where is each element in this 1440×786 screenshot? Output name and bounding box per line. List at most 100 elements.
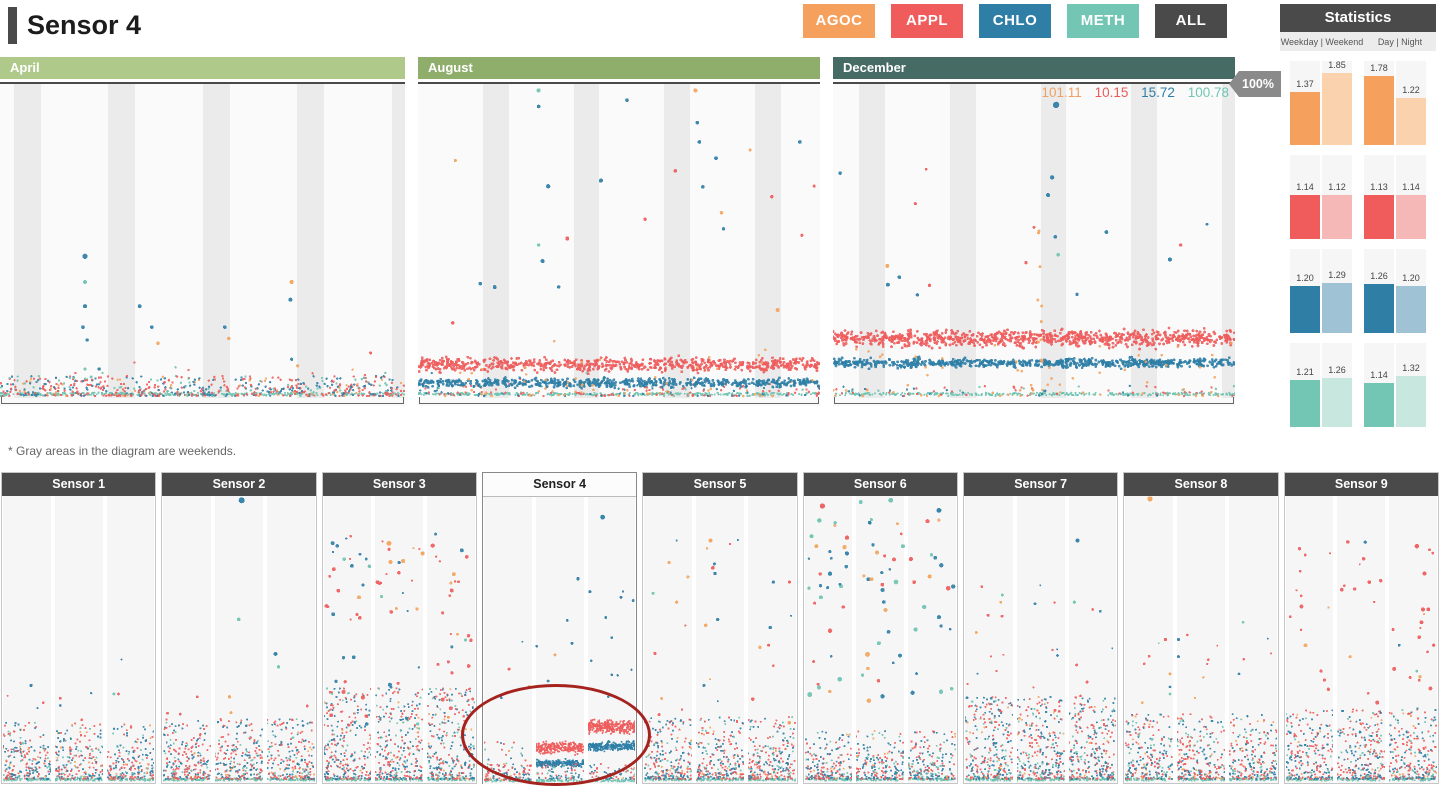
sensor-tab-8[interactable]: Sensor 8 (1124, 473, 1278, 496)
sensor-tab-6[interactable]: Sensor 6 (803, 473, 957, 496)
sensor-tab-2[interactable]: Sensor 2 (162, 473, 316, 496)
axis-line (418, 82, 820, 84)
stat-bar-track: 1.26 (1364, 249, 1394, 333)
stat-bar-track: 1.14 (1396, 155, 1426, 239)
statistics-group-labels: Weekday | Weekend Day | Night (1280, 32, 1436, 51)
sensor-panel-9[interactable]: Sensor 9 (1283, 472, 1439, 784)
stat-value: 1.78 (1370, 62, 1388, 73)
peak-value-chlo: 15.72 (1141, 85, 1175, 100)
stat-bar-track: 1.12 (1322, 155, 1352, 239)
filter-button-meth[interactable]: METH (1067, 4, 1139, 38)
filter-button-chlo[interactable]: CHLO (979, 4, 1051, 38)
sensor-panel-3[interactable]: Sensor 3 (321, 472, 477, 784)
mini-month-column (54, 496, 103, 783)
sensor-panel-8[interactable]: Sensor 8 (1123, 472, 1279, 784)
stat-value: 1.20 (1296, 273, 1314, 284)
mini-month-column (587, 497, 636, 784)
weekend-footnote: * Gray areas in the diagram are weekends… (8, 444, 237, 458)
sensor-panel-6[interactable]: Sensor 6 (802, 472, 958, 784)
sensor-tab-4[interactable]: Sensor 4 (482, 473, 637, 497)
stat-bar-track: 1.13 (1364, 155, 1394, 239)
sensor-panel-5[interactable]: Sensor 5 (642, 472, 798, 784)
mini-month-column (375, 496, 424, 783)
december-scatter-plot: 101.11 10.15 15.72 100.78 (833, 84, 1235, 406)
axis-line (0, 82, 405, 84)
page-title: Sensor 4 (27, 10, 142, 40)
statistics-rows: 1.37 1.85 1.78 1.22 1.14 1.12 1.13 1.14 1.20 1.29… (1280, 51, 1436, 427)
stat-value: 1.32 (1402, 362, 1420, 373)
sensor-panel-4[interactable]: Sensor 4 (481, 472, 638, 784)
stat-bar-track: 1.37 (1290, 61, 1320, 145)
sensor-panel-2[interactable]: Sensor 2 (161, 472, 317, 784)
filter-button-appl[interactable]: APPL (891, 4, 963, 38)
mini-month-column (106, 496, 155, 783)
month-panel-august: August (418, 57, 820, 406)
mini-month-column (696, 496, 744, 783)
stat-value: 1.21 (1296, 366, 1314, 377)
sensor-tab-1[interactable]: Sensor 1 (2, 473, 156, 496)
stat-value: 1.85 (1328, 60, 1346, 70)
stat-value: 1.26 (1370, 271, 1388, 281)
title-accent-bar (8, 7, 17, 44)
mini-month-column (1068, 496, 1117, 783)
stat-bar (1290, 91, 1320, 145)
stat-bar (1396, 286, 1426, 333)
stat-value: 1.29 (1328, 269, 1346, 280)
peak-values: 101.11 10.15 15.72 100.78 (1033, 85, 1229, 100)
mini-month-column (908, 496, 956, 783)
month-panel-december: December 101.11 10.15 15.72 100.78 (833, 57, 1235, 406)
stat-bar-track: 1.14 (1364, 343, 1394, 427)
mini-month-column (483, 497, 532, 784)
statistics-panel: Statistics Weekday | Weekend Day | Night… (1280, 4, 1436, 427)
sensor-6-mini-scatter (803, 496, 957, 783)
page-header: Sensor 4 (8, 7, 141, 44)
filter-button-agoc[interactable]: AGOC (803, 4, 875, 38)
month-header-december: December (833, 57, 1235, 79)
stat-bar (1290, 286, 1320, 333)
stat-value: 1.26 (1328, 365, 1346, 375)
stat-bar (1322, 282, 1352, 333)
stat-value: 1.14 (1370, 369, 1388, 380)
month-panel-april: April (0, 57, 405, 406)
peak-value-meth: 100.78 (1187, 85, 1229, 100)
sensor-9-mini-scatter (1284, 496, 1438, 783)
mini-month-column (1285, 496, 1334, 783)
sensor-7-mini-scatter (963, 496, 1118, 783)
stat-bar-track: 1.78 (1364, 61, 1394, 145)
sensor-tab-9[interactable]: Sensor 9 (1284, 473, 1438, 496)
stat-bar-track: 1.22 (1396, 61, 1426, 145)
axis-line (833, 82, 1235, 84)
month-header-august: August (418, 57, 820, 79)
stat-value: 1.20 (1402, 273, 1420, 284)
statistics-row-appl: 1.14 1.12 1.13 1.14 (1280, 145, 1436, 239)
stat-value: 1.14 (1296, 181, 1314, 192)
label-day-night: Day | Night (1377, 36, 1423, 47)
stat-value: 1.13 (1370, 182, 1388, 192)
stat-value: 1.12 (1328, 182, 1346, 193)
stat-bar-track: 1.26 (1322, 343, 1352, 427)
sensor-tab-5[interactable]: Sensor 5 (643, 473, 797, 496)
mini-month-column (1337, 496, 1386, 783)
sensor-panel-1[interactable]: Sensor 1 (1, 472, 157, 784)
sensor-8-mini-scatter (1124, 496, 1278, 783)
statistics-row-agoc: 1.37 1.85 1.78 1.22 (1280, 51, 1436, 145)
sensor-tab-3[interactable]: Sensor 3 (322, 473, 476, 496)
sensor-tab-7[interactable]: Sensor 7 (963, 473, 1118, 496)
mini-month-column (266, 496, 315, 783)
mini-month-column (1228, 496, 1277, 783)
filter-button-all[interactable]: ALL (1155, 4, 1227, 38)
stat-bar (1364, 284, 1394, 333)
mini-month-column (856, 496, 905, 783)
stat-bar (1364, 382, 1394, 427)
mini-month-column (804, 496, 853, 783)
sensor-5-mini-scatter (643, 496, 797, 783)
stat-bar (1322, 73, 1352, 145)
peak-value-agoc: 101.11 (1041, 85, 1082, 100)
mini-month-column (215, 496, 263, 783)
sensor-panel-7[interactable]: Sensor 7 (962, 472, 1119, 784)
stat-bar (1396, 375, 1426, 427)
sensor-1-mini-scatter (2, 496, 156, 783)
stat-bar-track: 1.14 (1290, 155, 1320, 239)
stat-bar (1396, 97, 1426, 145)
stat-value: 1.37 (1296, 78, 1314, 89)
